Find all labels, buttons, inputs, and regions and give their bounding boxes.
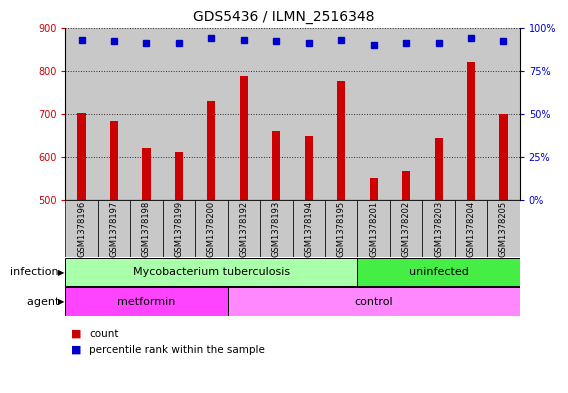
- Bar: [65, 258, 357, 286]
- Text: control: control: [354, 297, 393, 307]
- Text: ▶: ▶: [58, 268, 64, 277]
- Bar: [423, 28, 455, 200]
- Bar: [467, 62, 475, 200]
- Bar: [143, 148, 151, 200]
- Text: metformin: metformin: [117, 297, 176, 307]
- Text: percentile rank within the sample: percentile rank within the sample: [89, 345, 265, 355]
- Bar: [65, 288, 228, 316]
- Text: GSM1378201: GSM1378201: [369, 201, 378, 257]
- Text: GSM1378200: GSM1378200: [207, 201, 216, 257]
- Text: ■: ■: [71, 345, 81, 355]
- Bar: [357, 200, 390, 257]
- Bar: [325, 28, 357, 200]
- Text: ■: ■: [71, 329, 81, 339]
- Bar: [272, 131, 281, 200]
- Text: GSM1378194: GSM1378194: [304, 201, 313, 257]
- Bar: [435, 138, 442, 200]
- Text: agent: agent: [27, 297, 62, 307]
- Bar: [293, 28, 325, 200]
- Bar: [357, 28, 390, 200]
- Text: count: count: [89, 329, 119, 339]
- Bar: [402, 171, 410, 200]
- Bar: [455, 28, 487, 200]
- Bar: [304, 136, 313, 200]
- Bar: [325, 200, 357, 257]
- Bar: [130, 28, 162, 200]
- Text: GDS5436 / ILMN_2516348: GDS5436 / ILMN_2516348: [193, 10, 375, 24]
- Text: GSM1378197: GSM1378197: [110, 201, 119, 257]
- Bar: [162, 200, 195, 257]
- Text: ▶: ▶: [58, 297, 64, 306]
- Bar: [487, 200, 520, 257]
- Bar: [98, 200, 130, 257]
- Bar: [175, 152, 183, 200]
- Text: GSM1378198: GSM1378198: [142, 201, 151, 257]
- Bar: [195, 200, 228, 257]
- Text: GSM1378199: GSM1378199: [174, 201, 183, 257]
- Bar: [337, 81, 345, 200]
- Bar: [162, 28, 195, 200]
- Bar: [260, 200, 293, 257]
- Bar: [293, 200, 325, 257]
- Text: GSM1378203: GSM1378203: [434, 201, 443, 257]
- Bar: [130, 200, 162, 257]
- Bar: [65, 28, 98, 200]
- Bar: [260, 28, 293, 200]
- Bar: [487, 28, 520, 200]
- Bar: [228, 288, 520, 316]
- Bar: [423, 200, 455, 257]
- Text: infection: infection: [10, 267, 62, 277]
- Text: Mycobacterium tuberculosis: Mycobacterium tuberculosis: [133, 267, 290, 277]
- Bar: [370, 178, 378, 200]
- Text: GSM1378192: GSM1378192: [239, 201, 248, 257]
- Text: GSM1378204: GSM1378204: [466, 201, 475, 257]
- Text: GSM1378193: GSM1378193: [272, 201, 281, 257]
- Bar: [390, 200, 423, 257]
- Bar: [207, 101, 215, 200]
- Bar: [98, 28, 130, 200]
- Bar: [65, 200, 98, 257]
- Bar: [195, 28, 228, 200]
- Bar: [499, 114, 508, 200]
- Text: uninfected: uninfected: [408, 267, 469, 277]
- Bar: [455, 200, 487, 257]
- Bar: [228, 200, 260, 257]
- Bar: [77, 113, 86, 200]
- Bar: [228, 28, 260, 200]
- Text: GSM1378195: GSM1378195: [337, 201, 346, 257]
- Bar: [240, 76, 248, 200]
- Text: GSM1378202: GSM1378202: [402, 201, 411, 257]
- Text: GSM1378205: GSM1378205: [499, 201, 508, 257]
- Text: GSM1378196: GSM1378196: [77, 201, 86, 257]
- Bar: [390, 28, 423, 200]
- Bar: [110, 121, 118, 200]
- Bar: [357, 258, 520, 286]
